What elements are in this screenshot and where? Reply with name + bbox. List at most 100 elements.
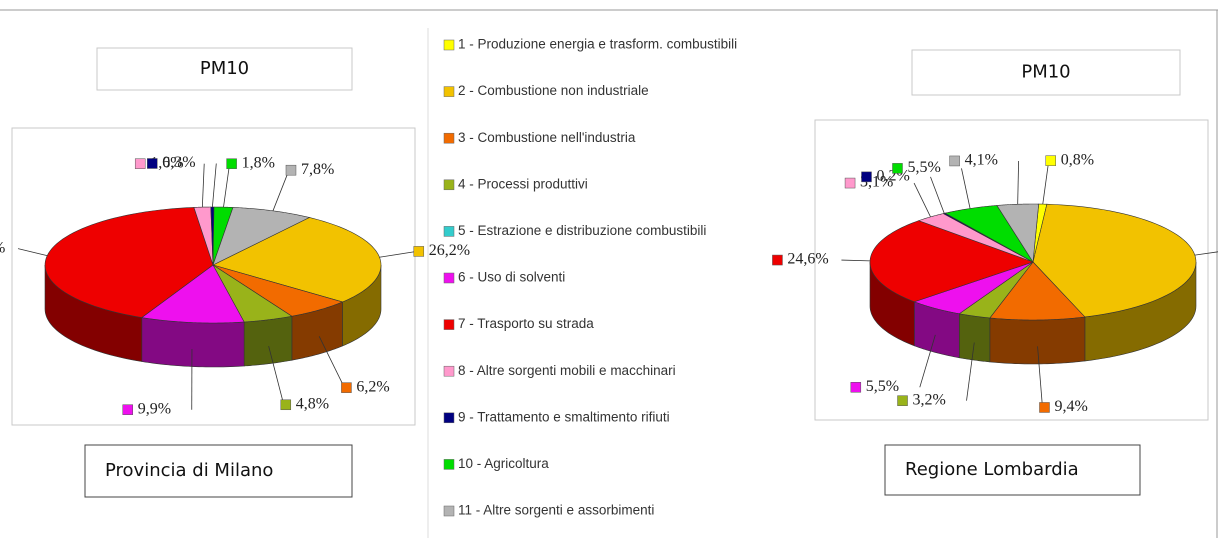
legend-swatch xyxy=(443,132,455,144)
slice xyxy=(212,264,344,317)
title-box xyxy=(96,47,353,91)
leader-line xyxy=(201,163,205,208)
leader-line xyxy=(913,182,931,218)
value-label: 9,4% xyxy=(1054,398,1087,415)
legend-label: 2 - Combustione non industriale xyxy=(458,83,649,98)
label-swatch xyxy=(1045,155,1056,166)
leader-line xyxy=(966,342,975,401)
leader-line xyxy=(272,170,290,211)
legend-swatch xyxy=(443,319,455,330)
label-swatch xyxy=(134,158,146,169)
slice xyxy=(958,261,1034,319)
legend-label: 6 - Uso di solventi xyxy=(458,270,565,285)
slice-side xyxy=(989,316,1086,365)
legend-swatch xyxy=(443,39,455,51)
chart-caption: Regione Lombardia xyxy=(905,459,1079,480)
value-label: 7,8% xyxy=(301,161,334,178)
chart-title: PM10 xyxy=(1021,62,1070,83)
slice xyxy=(996,203,1040,263)
value-label: 4,8% xyxy=(296,395,329,412)
legend-label: 4 - Processi produttivi xyxy=(458,176,588,191)
value-label: 4,1% xyxy=(965,152,998,169)
slice xyxy=(917,213,1034,263)
leader-line xyxy=(919,334,936,388)
leader-line xyxy=(1194,251,1218,256)
caption-box xyxy=(884,444,1141,496)
value-label: 26,2% xyxy=(429,242,470,259)
legend-label: 1 - Produzione energia e trasform. combu… xyxy=(458,37,737,52)
title-box xyxy=(911,49,1181,96)
label-swatch xyxy=(850,382,862,393)
label-swatch xyxy=(285,164,297,176)
legend-label: 3 - Combustione nell'industria xyxy=(458,130,636,145)
label-swatch xyxy=(122,404,133,415)
slice xyxy=(44,207,214,318)
legend-label: 5 - Estrazione e distribuzione combustib… xyxy=(458,223,706,238)
slice xyxy=(913,261,1034,315)
value-label: 24,6% xyxy=(787,251,828,268)
legend-swatch xyxy=(443,226,455,237)
leader-line xyxy=(841,259,871,262)
value-label: 1,8% xyxy=(242,154,275,171)
legend-swatch xyxy=(443,272,455,284)
leader-line xyxy=(961,168,971,209)
slice xyxy=(944,205,1034,263)
label-swatch xyxy=(772,254,783,266)
legend-label: 9 - Trattamento e smaltimento rifiuti xyxy=(458,409,670,424)
label-swatch xyxy=(949,155,960,167)
slice-side xyxy=(243,315,293,367)
legend-label: 10 - Agricoltura xyxy=(458,456,549,471)
leader-line xyxy=(1042,160,1050,205)
label-swatch xyxy=(861,171,872,183)
leader-line xyxy=(268,346,285,405)
value-label: 3,2% xyxy=(913,391,946,408)
value-label: 6,2% xyxy=(356,378,389,395)
legend-swatch xyxy=(443,179,455,191)
value-label: 0,8% xyxy=(1061,151,1094,168)
legend-swatch xyxy=(443,365,455,377)
slice xyxy=(1032,203,1197,318)
pie-sides xyxy=(869,261,1197,365)
label-swatch xyxy=(280,399,292,411)
chart-title: PM10 xyxy=(200,58,249,79)
leader-line xyxy=(1017,160,1020,205)
leader-line xyxy=(379,251,417,258)
legend-swatch xyxy=(443,412,455,424)
pie-tops xyxy=(869,203,1197,321)
legend-label: 11 - Altre sorgenti e assorbimenti xyxy=(458,503,654,518)
value-label: 0,3% xyxy=(162,154,195,171)
label-swatch xyxy=(341,382,352,393)
legend-swatch xyxy=(443,86,455,97)
label-swatch xyxy=(147,158,158,169)
legend-label: 7 - Trasporto su strada xyxy=(458,316,594,331)
value-label: 41,1% xyxy=(0,239,5,256)
label-swatch xyxy=(413,246,425,257)
legend-label: 8 - Altre sorgenti mobili e macchinari xyxy=(458,363,676,378)
legend-swatch xyxy=(443,459,455,470)
legend-swatch xyxy=(443,505,455,517)
content: 1 - Produzione energia e trasform. combu… xyxy=(0,37,1218,518)
slice-side xyxy=(141,317,245,368)
chart-caption: Provincia di Milano xyxy=(105,460,273,481)
leader-line xyxy=(1037,346,1043,408)
value-label: 9,9% xyxy=(138,400,171,417)
value-label: 5,5% xyxy=(866,378,899,395)
slice-side xyxy=(958,313,991,363)
value-label: 1,6% xyxy=(150,154,183,171)
slice xyxy=(141,264,245,324)
leader-line xyxy=(930,176,945,214)
leader-line xyxy=(17,248,48,257)
label-swatch xyxy=(897,395,908,406)
label-swatch xyxy=(892,163,903,174)
leader-line xyxy=(223,163,231,208)
slice xyxy=(869,220,1034,303)
slice xyxy=(193,206,214,266)
label-swatch xyxy=(844,177,856,189)
value-label: 5,5% xyxy=(907,159,940,176)
label-swatch xyxy=(1039,402,1050,413)
pie-tops xyxy=(44,206,382,324)
slice xyxy=(989,261,1086,321)
leader-line xyxy=(318,336,345,388)
caption-box xyxy=(84,444,353,498)
